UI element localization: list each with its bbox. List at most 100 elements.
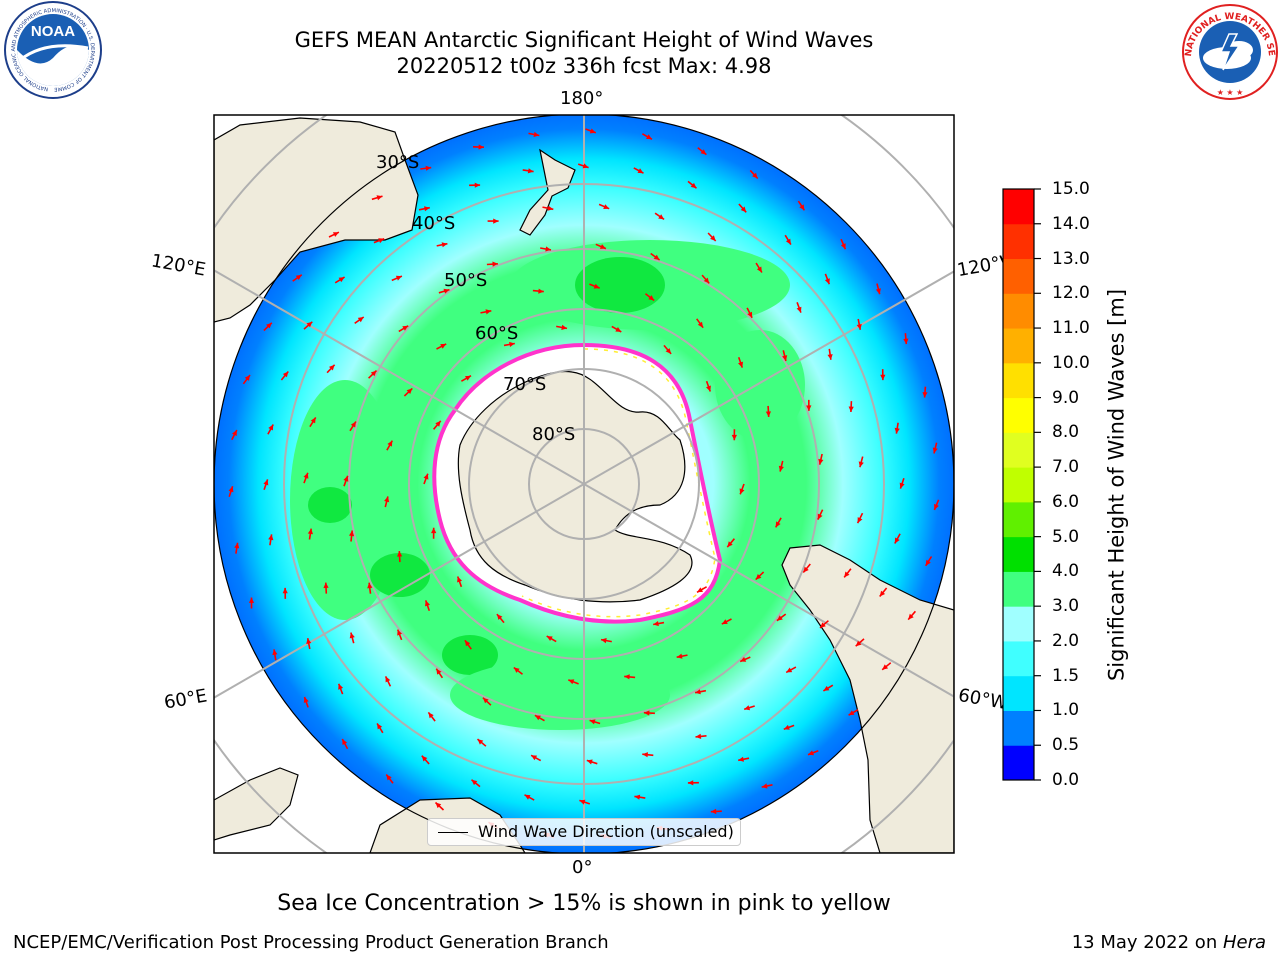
- colorbar-tick-label: 8.0: [1052, 422, 1080, 443]
- wave-direction-arrowhead: [370, 370, 377, 377]
- colorbar-tick-label: 10.0: [1052, 352, 1090, 373]
- wave-direction-arrowhead: [894, 537, 900, 544]
- wave-direction-arrowhead: [823, 685, 830, 691]
- colorbar-tick-label: 3.0: [1052, 596, 1080, 617]
- wave-direction-arrowhead: [485, 309, 492, 315]
- wave-direction-arrowhead: [925, 559, 931, 566]
- svg-text:★ ★ ★: ★ ★ ★: [1217, 88, 1244, 97]
- colorbar-tick-label: 4.0: [1052, 561, 1080, 582]
- wave-direction-arrowhead: [272, 649, 278, 656]
- wave-direction-arrowhead: [496, 614, 503, 620]
- wave-direction-arrowhead: [323, 582, 329, 589]
- wave-direction-arrowhead: [509, 341, 515, 347]
- wave-direction-arrowhead: [424, 206, 430, 212]
- wave-direction-arrowhead: [697, 321, 704, 328]
- wave-direction-arrowhead: [350, 421, 356, 428]
- wave-direction-arrowhead: [282, 587, 288, 594]
- wave-direction-arrowhead: [706, 385, 711, 392]
- legend-line-sample: [438, 832, 468, 833]
- wave-direction-arrowhead: [786, 667, 793, 673]
- wave-direction-arrowhead: [342, 739, 348, 745]
- footer-date-text: 13 May 2022 on: [1071, 932, 1223, 953]
- wave-direction-arrowhead: [534, 715, 541, 721]
- colorbar-tick-label: 13.0: [1052, 248, 1090, 269]
- wave-direction-arrowhead: [244, 375, 250, 381]
- wave-direction-arrowhead: [642, 752, 648, 758]
- colorbar-tick-label: 0.0: [1052, 770, 1080, 790]
- wave-direction-arrowhead: [310, 417, 316, 424]
- wave-direction-arrowhead: [775, 521, 781, 528]
- wave-direction-arrowhead: [228, 486, 234, 493]
- wave-direction-arrowhead: [306, 321, 313, 328]
- wave-direction-arrowhead: [234, 542, 240, 549]
- wave-direction-arrowhead: [695, 733, 702, 739]
- wave-direction-arrowhead: [421, 755, 428, 762]
- wave-direction-arrowhead: [303, 697, 309, 703]
- wave-direction-arrowhead: [827, 354, 833, 360]
- wave-direction-arrowhead: [589, 128, 596, 134]
- wave-direction-arrowhead: [329, 364, 335, 371]
- wave-direction-arrowhead: [765, 411, 771, 417]
- wave-direction-arrowhead: [457, 576, 462, 583]
- lat-label-40s: 40°S: [412, 213, 456, 234]
- wave-direction-arrowhead: [465, 375, 471, 381]
- wave-direction-arrowhead: [477, 739, 484, 745]
- wave-direction-arrowhead: [376, 195, 383, 201]
- wave-direction-arrowhead: [343, 475, 349, 482]
- wave-direction-arrowhead: [397, 551, 403, 557]
- wave-direction-arrowhead: [397, 629, 402, 636]
- wave-direction-arrowhead: [848, 406, 854, 412]
- wave-direction-arrowhead: [776, 615, 783, 621]
- wave-direction-arrowhead: [248, 597, 255, 603]
- wave-direction-arrowhead: [783, 724, 790, 730]
- footer-date: 13 May 2022 on Hera: [1072, 932, 1266, 954]
- wave-direction-arrowhead: [538, 288, 544, 294]
- colorbar-label: Significant Height of Wind Waves [m]: [1104, 288, 1129, 682]
- lat-label-30s: 30°S: [376, 152, 420, 173]
- wave-direction-arrowhead: [524, 794, 531, 800]
- wave-direction-arrowhead: [697, 587, 703, 593]
- wave-direction-arrowhead: [531, 755, 538, 761]
- wave-direction-arrowhead: [547, 205, 554, 211]
- colorbar-tick-label: 9.0: [1052, 387, 1080, 408]
- wave-direction-arrowhead: [648, 295, 655, 301]
- wave-direction-arrowhead: [386, 774, 392, 781]
- wind-wave-arrows: [228, 128, 940, 839]
- wave-direction-arrowhead: [785, 238, 791, 245]
- wave-direction-arrowhead: [658, 214, 665, 220]
- wave-direction-arrowhead: [778, 465, 784, 472]
- wave-direction-arrowhead: [727, 541, 733, 548]
- wave-direction-arrowhead: [589, 719, 596, 725]
- wave-direction-arrowhead: [561, 324, 567, 330]
- wave-direction-arrowhead: [752, 172, 758, 179]
- wave-direction-arrowhead: [527, 168, 534, 174]
- wave-direction-arrowhead: [875, 288, 881, 295]
- wave-direction-arrowhead: [922, 392, 928, 398]
- wave-direction-arrowhead: [367, 582, 373, 589]
- chart-title-line1: GEFS MEAN Antarctic Significant Height o…: [294, 28, 874, 52]
- wave-direction-arrowhead: [268, 424, 274, 431]
- wave-direction-arrowhead: [268, 534, 274, 541]
- wave-direction-arrowhead: [824, 278, 830, 285]
- map-legend: Wind Wave Direction (unscaled): [427, 818, 741, 846]
- wave-direction-arrowhead: [731, 434, 737, 441]
- colorbar-tick-label: 2.0: [1052, 630, 1080, 651]
- wave-direction-arrowhead: [844, 571, 850, 578]
- colorbar-tick-label: 0.5: [1052, 735, 1080, 756]
- wave-direction-arrowhead: [395, 275, 402, 281]
- wave-direction-arrowhead: [307, 528, 313, 535]
- noaa-logo: NOAA NATIONAL OCEANIC AND ATMOSPHERIC AD…: [0, 0, 102, 99]
- new-zealand-landmass: [519, 148, 576, 236]
- wave-direction-arrowhead: [384, 496, 390, 503]
- wave-direction-arrowhead: [349, 530, 355, 537]
- wave-direction-arrowhead: [796, 306, 802, 313]
- lat-label-60s: 60°S: [475, 323, 519, 344]
- wave-direction-arrowhead: [894, 427, 900, 434]
- wave-direction-arrowhead: [710, 808, 717, 815]
- wave-direction-arrowhead: [423, 473, 429, 480]
- wave-direction-arrowhead: [700, 149, 707, 155]
- wave-direction-arrowhead: [385, 676, 391, 683]
- wave-direction-arrowhead: [690, 182, 697, 189]
- wave-direction-arrowhead: [739, 488, 745, 495]
